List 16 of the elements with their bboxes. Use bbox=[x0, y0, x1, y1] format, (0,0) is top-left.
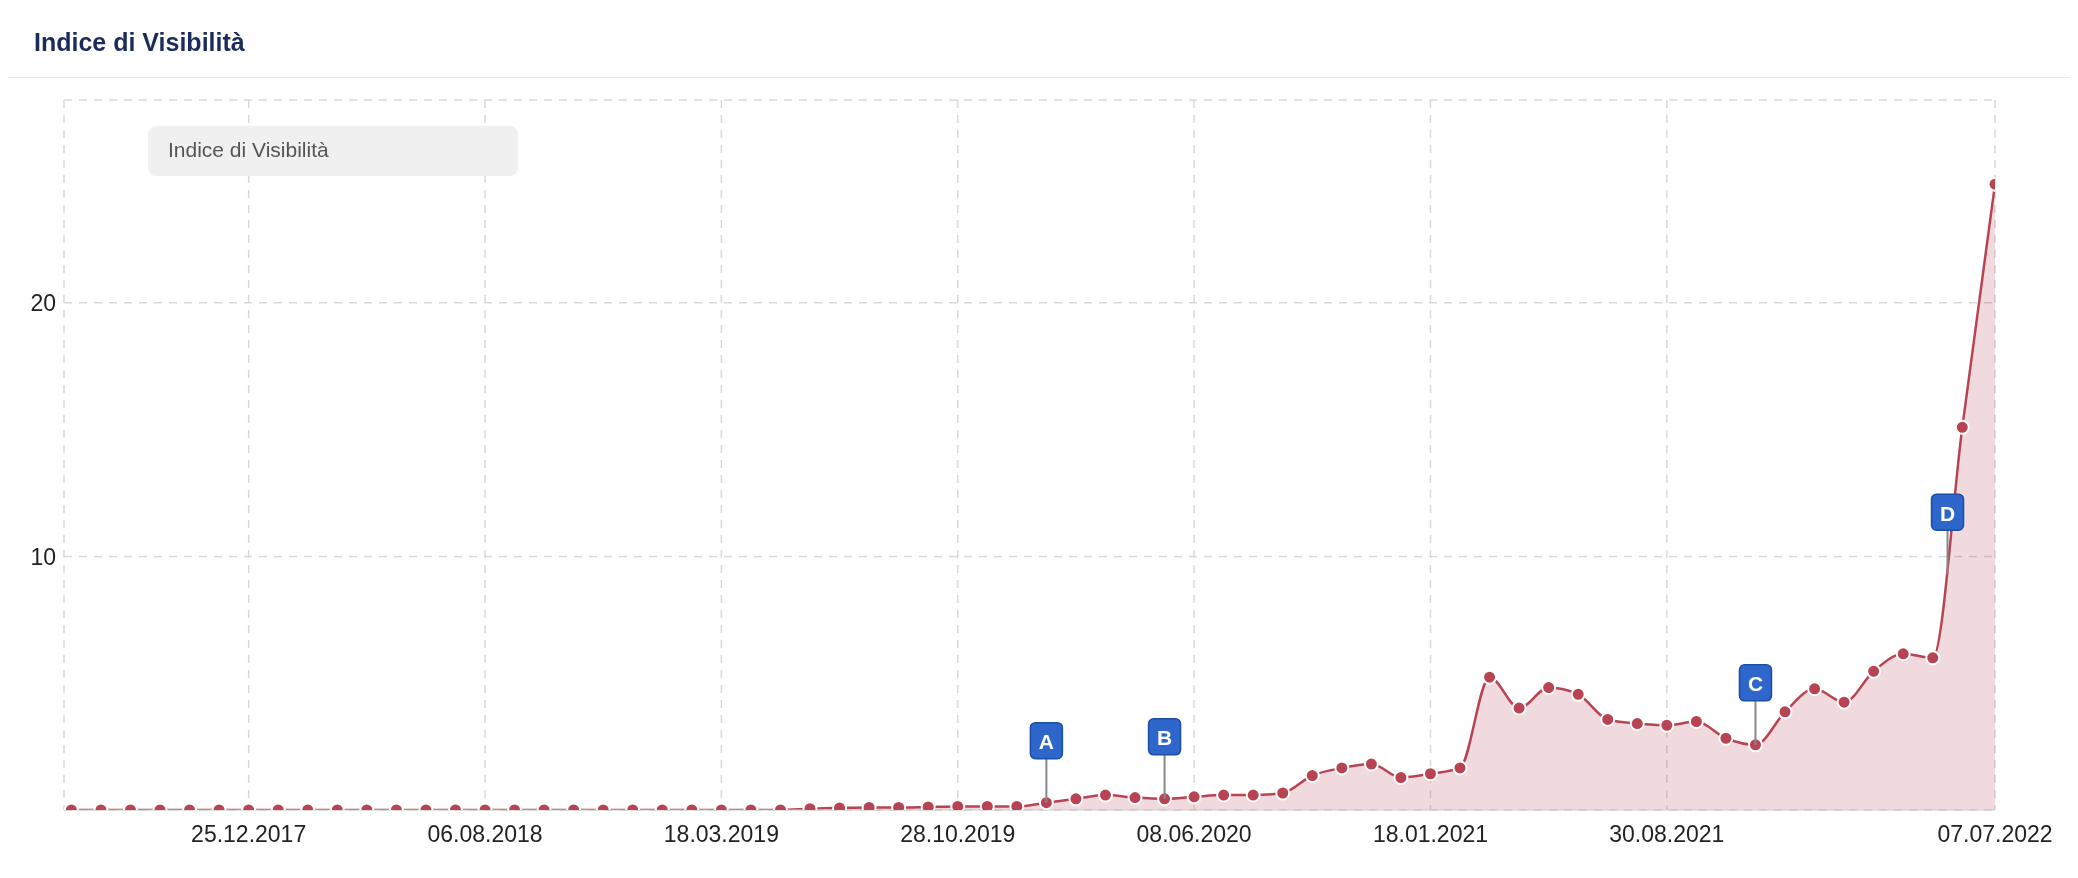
annotation: C bbox=[1747, 672, 1764, 696]
annotation: A bbox=[1038, 730, 1054, 754]
y-tick-label: 10 bbox=[30, 543, 56, 570]
y-tick-label: 20 bbox=[30, 290, 56, 317]
legend-title: Indice di Visibilità bbox=[168, 138, 329, 162]
x-tick-label: 08.06.2020 bbox=[1136, 821, 1252, 848]
x-tick-label: 06.08.2018 bbox=[427, 821, 543, 848]
chart-title: Indice di Visibilità bbox=[34, 28, 245, 57]
annotation: D bbox=[1939, 501, 1956, 525]
x-tick-label: 25.12.2017 bbox=[191, 821, 307, 848]
x-tick-label: 28.10.2019 bbox=[900, 821, 1016, 848]
x-tick-label: 30.08.2021 bbox=[1609, 821, 1725, 848]
x-tick-label: 18.03.2019 bbox=[663, 821, 779, 848]
annotation: B bbox=[1156, 726, 1173, 750]
x-tick-label: 07.07.2022 bbox=[1937, 821, 2053, 848]
x-tick-label: 18.01.2021 bbox=[1372, 821, 1489, 848]
